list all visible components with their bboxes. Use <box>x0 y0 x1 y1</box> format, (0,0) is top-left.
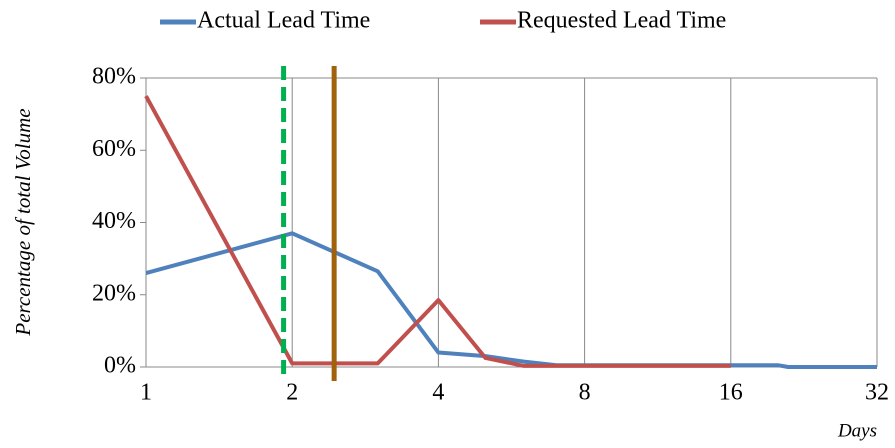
legend-label: Actual Lead Time <box>197 8 370 34</box>
y-tick-label: 60% <box>92 136 136 162</box>
x-tick-label: 2 <box>286 380 298 406</box>
y-axis-label: Percentage of total Volume <box>11 108 35 336</box>
x-tick-label: 16 <box>719 380 743 406</box>
x-tick-label: 4 <box>432 380 444 406</box>
x-tick-label: 8 <box>579 380 591 406</box>
y-tick-label: 0% <box>104 353 136 379</box>
x-axis-label: Days <box>837 420 877 441</box>
y-tick-label: 80% <box>92 64 136 90</box>
y-tick-label: 40% <box>92 208 136 234</box>
y-tick-label: 20% <box>92 280 136 306</box>
x-tick-label: 1 <box>140 380 152 406</box>
series-line <box>144 95 731 368</box>
x-tick-label: 32 <box>865 380 889 406</box>
legend-label: Requested Lead Time <box>517 8 726 34</box>
